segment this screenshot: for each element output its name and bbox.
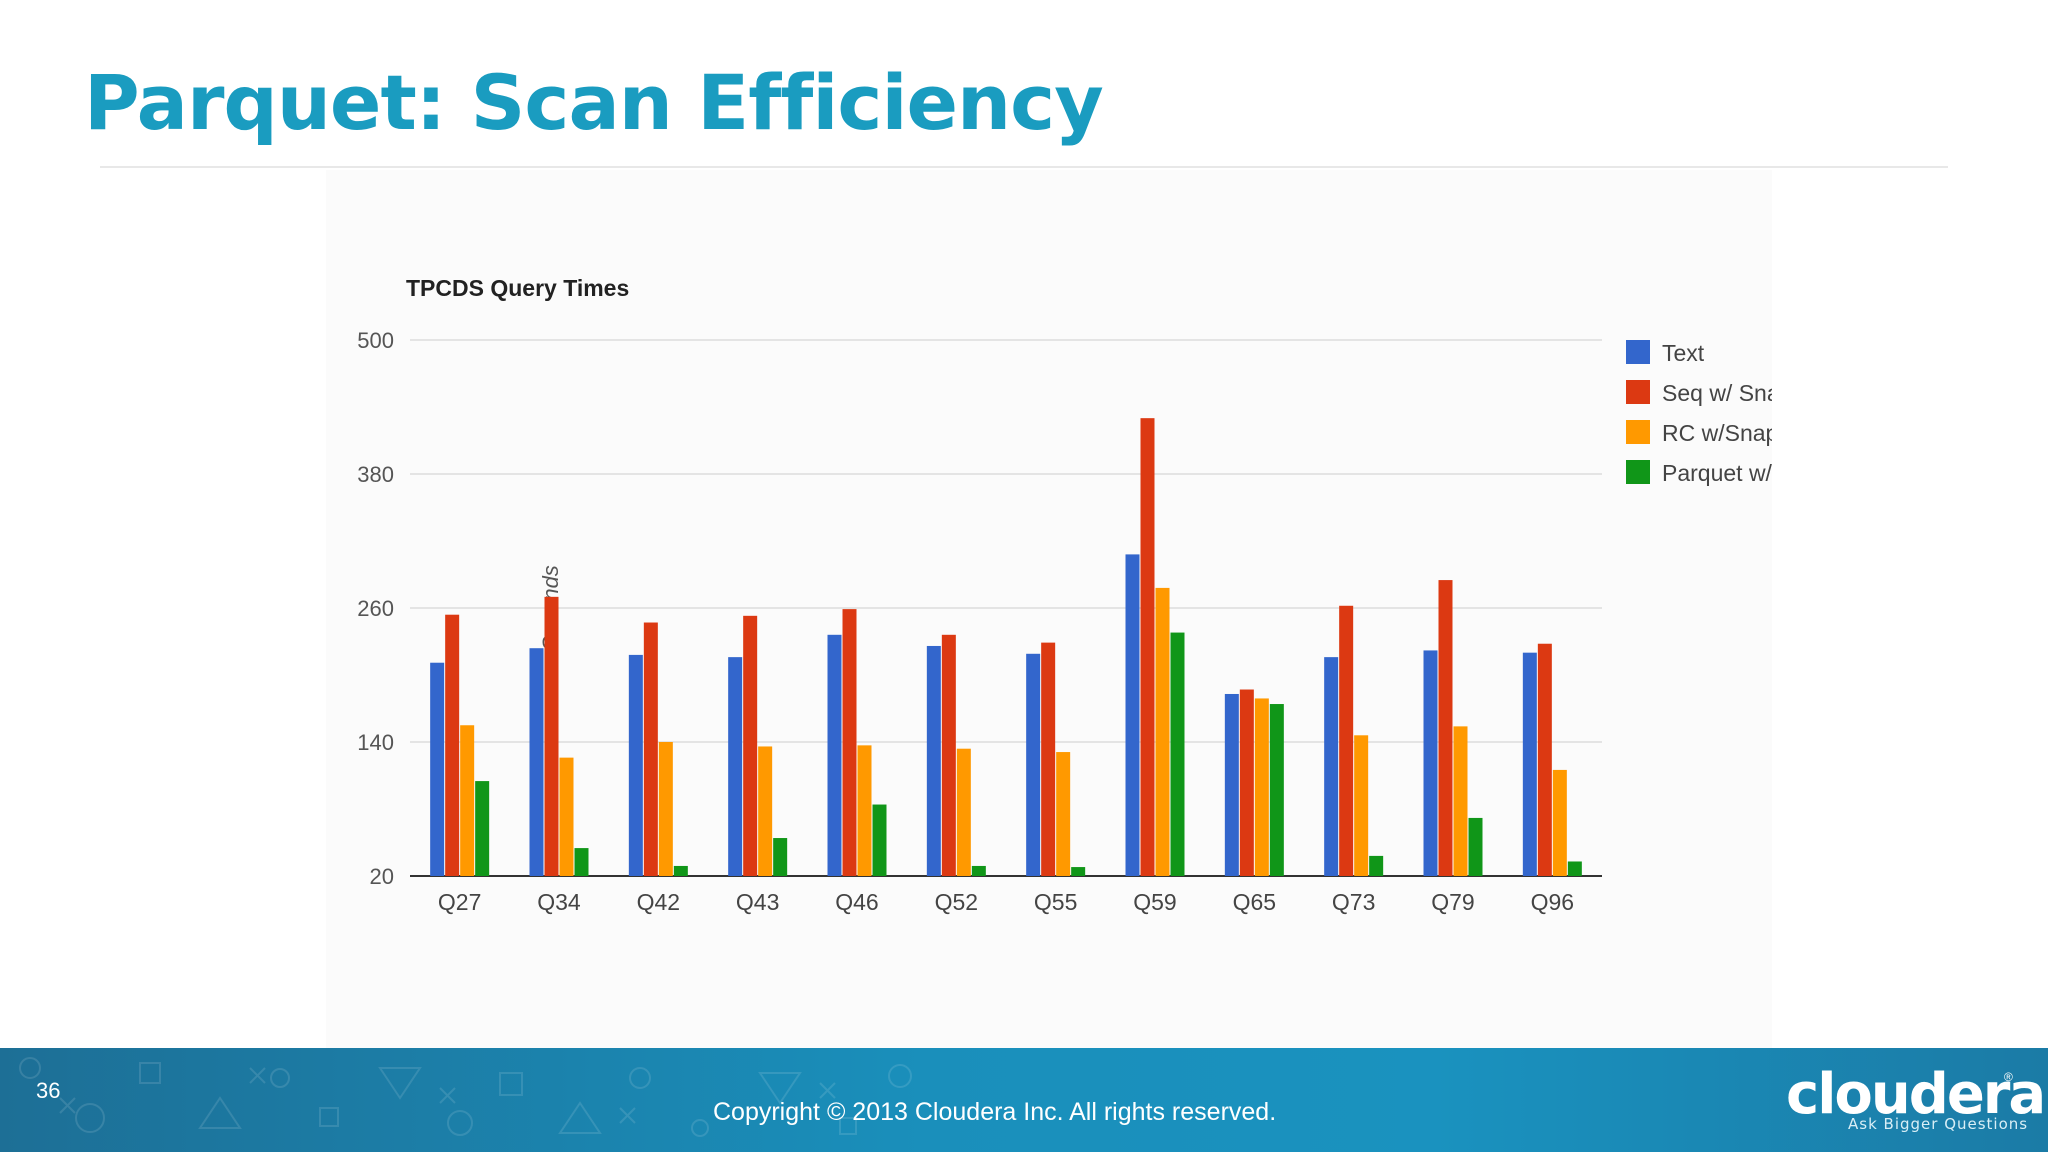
bar-q73-1	[1324, 657, 1339, 876]
legend-label: Parquet w/Snappy	[1662, 460, 1772, 486]
y-tick-label: 380	[357, 462, 394, 487]
bar-q27-1	[430, 662, 445, 876]
x-axis: Q27 Q34 Q42 Q43 Q46 Q52 Q55 Q59 Q65 Q73 Q79 Q96	[438, 889, 1574, 915]
x-tick-label: Q27	[438, 889, 481, 915]
footer-pattern	[19, 1057, 912, 1137]
bar-q52-2	[941, 634, 956, 876]
bar-q65-4	[1269, 704, 1284, 876]
bar-q34-2	[544, 596, 559, 876]
bar-q96-1	[1522, 652, 1537, 876]
legend-label: Seq w/ Snappy	[1662, 380, 1772, 406]
x-tick-label: Q79	[1431, 889, 1474, 915]
cloudera-logo: cloudera	[1786, 1062, 2046, 1127]
bar-q52-4	[971, 865, 986, 876]
bar-q43-4	[773, 838, 788, 876]
x-tick-label: Q73	[1332, 889, 1375, 915]
bar-q96-4	[1567, 861, 1582, 876]
bar-q42-4	[673, 865, 688, 876]
bar-q96-2	[1537, 643, 1552, 876]
bar-q52-3	[956, 748, 971, 876]
y-tick-label: 260	[357, 596, 394, 621]
bar-q55-2	[1041, 642, 1056, 876]
slide-number: 36	[36, 1078, 61, 1103]
registered-mark: ®	[2004, 1070, 2013, 1084]
bar-q73-2	[1339, 605, 1354, 876]
bar-q27-3	[460, 725, 475, 876]
bar-q59-2	[1140, 418, 1155, 876]
bar-q46-2	[842, 609, 857, 876]
x-tick-label: Q42	[637, 889, 680, 915]
bar-q34-3	[559, 757, 574, 876]
bar-q79-2	[1438, 580, 1453, 876]
y-tick-label: 140	[357, 730, 394, 755]
chart-title: TPCDS Query Times	[406, 275, 629, 301]
bar-q79-4	[1468, 817, 1483, 876]
footer-bar: 36 Copyright © 2013 Cloudera Inc. All ri…	[0, 1048, 2048, 1152]
legend-swatch	[1626, 460, 1650, 484]
y-tick-label: 500	[357, 328, 394, 353]
bar-q65-1	[1224, 693, 1239, 876]
legend-label: RC w/Snappy	[1662, 420, 1772, 446]
bar-q73-4	[1369, 855, 1384, 876]
slide-title: Parquet: Scan Efficiency	[84, 58, 1104, 147]
x-tick-label: Q46	[835, 889, 878, 915]
bar-q55-1	[1026, 653, 1041, 876]
bar-q46-4	[872, 804, 887, 876]
x-tick-label: Q59	[1133, 889, 1176, 915]
bar-q79-1	[1423, 650, 1438, 876]
bar-q52-1	[926, 645, 941, 876]
legend: Text Seq w/ Snappy RC w/Snappy Parquet w/Sn…	[1626, 340, 1772, 486]
logo-tagline: Ask Bigger Questions	[1848, 1115, 2029, 1133]
bar-q96-3	[1552, 769, 1567, 876]
bar-q59-1	[1125, 554, 1140, 876]
bar-q27-4	[475, 781, 490, 876]
x-tick-label: Q55	[1034, 889, 1077, 915]
bar-q65-3	[1254, 698, 1269, 876]
bar-q42-1	[628, 654, 643, 876]
bar-chart: TPCDS Query Times Seconds 20140260380500…	[357, 275, 1772, 915]
x-tick-label: Q34	[537, 889, 581, 915]
bar-q43-1	[728, 657, 743, 876]
bar-q55-3	[1056, 752, 1071, 876]
bar-q42-2	[643, 622, 658, 876]
title-divider	[100, 166, 1948, 168]
x-tick-label: Q65	[1233, 889, 1276, 915]
bar-q46-3	[857, 745, 872, 876]
bar-q59-3	[1155, 587, 1170, 876]
legend-swatch	[1626, 380, 1650, 404]
bar-q34-1	[529, 648, 544, 876]
bar-q73-3	[1354, 735, 1369, 876]
bar-q46-1	[827, 634, 842, 876]
bar-q43-3	[758, 746, 773, 876]
x-tick-label: Q52	[935, 889, 978, 915]
y-tick-label: 20	[370, 864, 394, 889]
bar-q79-3	[1453, 726, 1468, 876]
bar-q59-4	[1170, 632, 1185, 876]
x-tick-label: Q43	[736, 889, 779, 915]
bar-q42-3	[658, 742, 673, 876]
legend-label: Text	[1662, 340, 1705, 366]
legend-swatch	[1626, 340, 1650, 364]
legend-swatch	[1626, 420, 1650, 444]
bar-q65-2	[1239, 689, 1254, 876]
copyright-text: Copyright © 2013 Cloudera Inc. All right…	[713, 1098, 1277, 1126]
bar-q55-4	[1071, 867, 1086, 876]
chart-panel: TPCDS Query Times Seconds 20140260380500…	[326, 170, 1772, 1048]
bar-q27-2	[445, 614, 460, 876]
x-tick-label: Q96	[1531, 889, 1574, 915]
bar-q43-2	[743, 615, 758, 876]
bar-q34-4	[574, 848, 589, 876]
gridlines: 20 140 260 380 500	[357, 328, 1602, 889]
bars	[430, 418, 1582, 876]
